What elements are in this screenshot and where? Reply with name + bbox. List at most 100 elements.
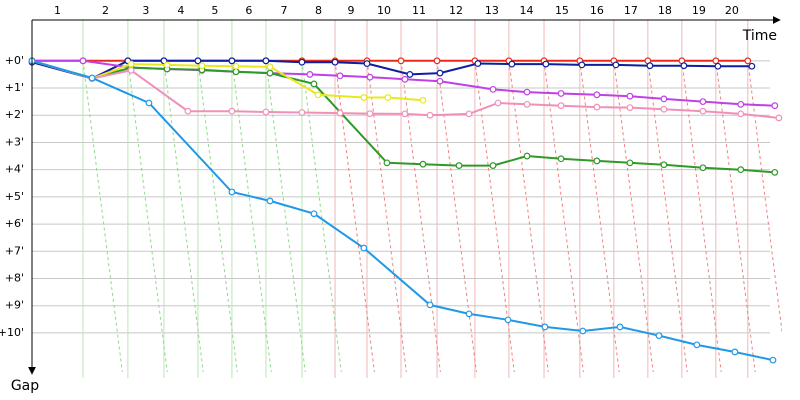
data-point <box>306 71 314 78</box>
data-point <box>775 114 783 122</box>
data-point <box>771 102 779 110</box>
data-point <box>127 60 135 68</box>
data-point <box>360 244 368 252</box>
data-point <box>419 96 427 104</box>
data-point <box>228 57 236 65</box>
data-point <box>769 356 777 364</box>
data-point <box>406 71 414 78</box>
data-point <box>489 85 497 93</box>
data-point <box>489 162 497 169</box>
data-point <box>426 301 434 309</box>
lap-label: 3 <box>142 4 149 17</box>
data-point <box>397 57 405 65</box>
lap-diagonal <box>436 60 477 372</box>
data-point <box>232 68 240 76</box>
data-point <box>731 348 739 356</box>
data-point <box>163 61 171 69</box>
lap-diagonal <box>197 60 238 372</box>
data-point <box>366 110 374 117</box>
lap-diagonal <box>579 60 620 372</box>
data-point <box>266 63 274 71</box>
data-point <box>660 161 668 169</box>
data-point <box>737 166 745 174</box>
series-lines <box>28 57 783 364</box>
lap-diagonal <box>334 60 375 372</box>
lap-diagonal <box>163 60 204 372</box>
data-point <box>646 62 654 70</box>
data-point <box>557 155 565 163</box>
lap-diagonal <box>231 60 272 372</box>
data-point <box>426 111 434 119</box>
lap-diagonal <box>301 60 342 372</box>
data-point <box>360 94 368 101</box>
data-point <box>626 159 634 167</box>
data-point <box>310 210 318 218</box>
data-point <box>744 57 752 65</box>
data-point <box>465 310 473 318</box>
lap-label: 2 <box>102 4 109 17</box>
lap-diagonal <box>647 60 688 372</box>
y-tick-label: +4' <box>5 163 24 176</box>
lap-label: 7 <box>280 4 287 17</box>
lap-label: 8 <box>315 4 322 17</box>
data-point <box>384 94 392 101</box>
lap-label: 12 <box>449 4 463 17</box>
data-point <box>262 57 270 65</box>
data-point <box>579 327 587 335</box>
data-point <box>310 80 318 88</box>
lap-diagonal <box>474 60 515 372</box>
data-point <box>145 99 153 107</box>
data-point <box>455 162 463 169</box>
lap-label: 11 <box>412 4 426 17</box>
lap-label: 14 <box>519 4 533 17</box>
data-point <box>331 58 339 66</box>
data-point <box>494 99 502 107</box>
data-point <box>523 88 531 96</box>
lap-label: 17 <box>624 4 638 17</box>
y-tick-label: +10' <box>0 326 24 339</box>
data-point <box>266 197 274 205</box>
lap-label: 4 <box>177 4 184 17</box>
data-point <box>266 69 274 77</box>
lap-label: 20 <box>725 4 739 17</box>
data-point <box>433 57 441 65</box>
lap-label: 13 <box>485 4 499 17</box>
data-point <box>401 110 409 118</box>
series-line <box>31 59 774 362</box>
data-point <box>771 168 779 176</box>
data-point <box>541 323 549 331</box>
data-point <box>298 109 306 116</box>
data-point <box>557 102 565 110</box>
data-point <box>508 60 516 68</box>
y-tick-label: +9' <box>5 299 24 312</box>
data-point <box>79 57 87 65</box>
data-point <box>699 107 707 115</box>
lap-label: 9 <box>348 4 355 17</box>
data-point <box>194 57 202 65</box>
data-point <box>557 90 565 97</box>
lap-label: 5 <box>211 4 218 17</box>
data-point <box>523 152 531 160</box>
data-point <box>626 104 634 112</box>
data-point <box>748 62 756 70</box>
lap-diagonal <box>366 60 407 372</box>
data-point <box>436 69 444 77</box>
y-tick-label: +6' <box>5 217 24 230</box>
lap-label: 1 <box>54 4 61 17</box>
data-point <box>228 188 236 196</box>
data-point <box>660 105 668 113</box>
data-point <box>383 159 391 167</box>
data-point <box>184 107 192 115</box>
lap-diagonal <box>400 60 441 372</box>
data-point <box>699 98 707 106</box>
data-point <box>593 91 601 99</box>
data-point <box>593 157 601 165</box>
lap-label: 15 <box>555 4 569 17</box>
data-point <box>712 57 720 65</box>
data-point <box>232 62 240 70</box>
data-point <box>655 332 663 340</box>
y-tick-label: +1' <box>5 81 24 94</box>
data-point <box>542 60 550 68</box>
data-point <box>523 100 531 108</box>
lap-diagonal <box>82 60 123 372</box>
